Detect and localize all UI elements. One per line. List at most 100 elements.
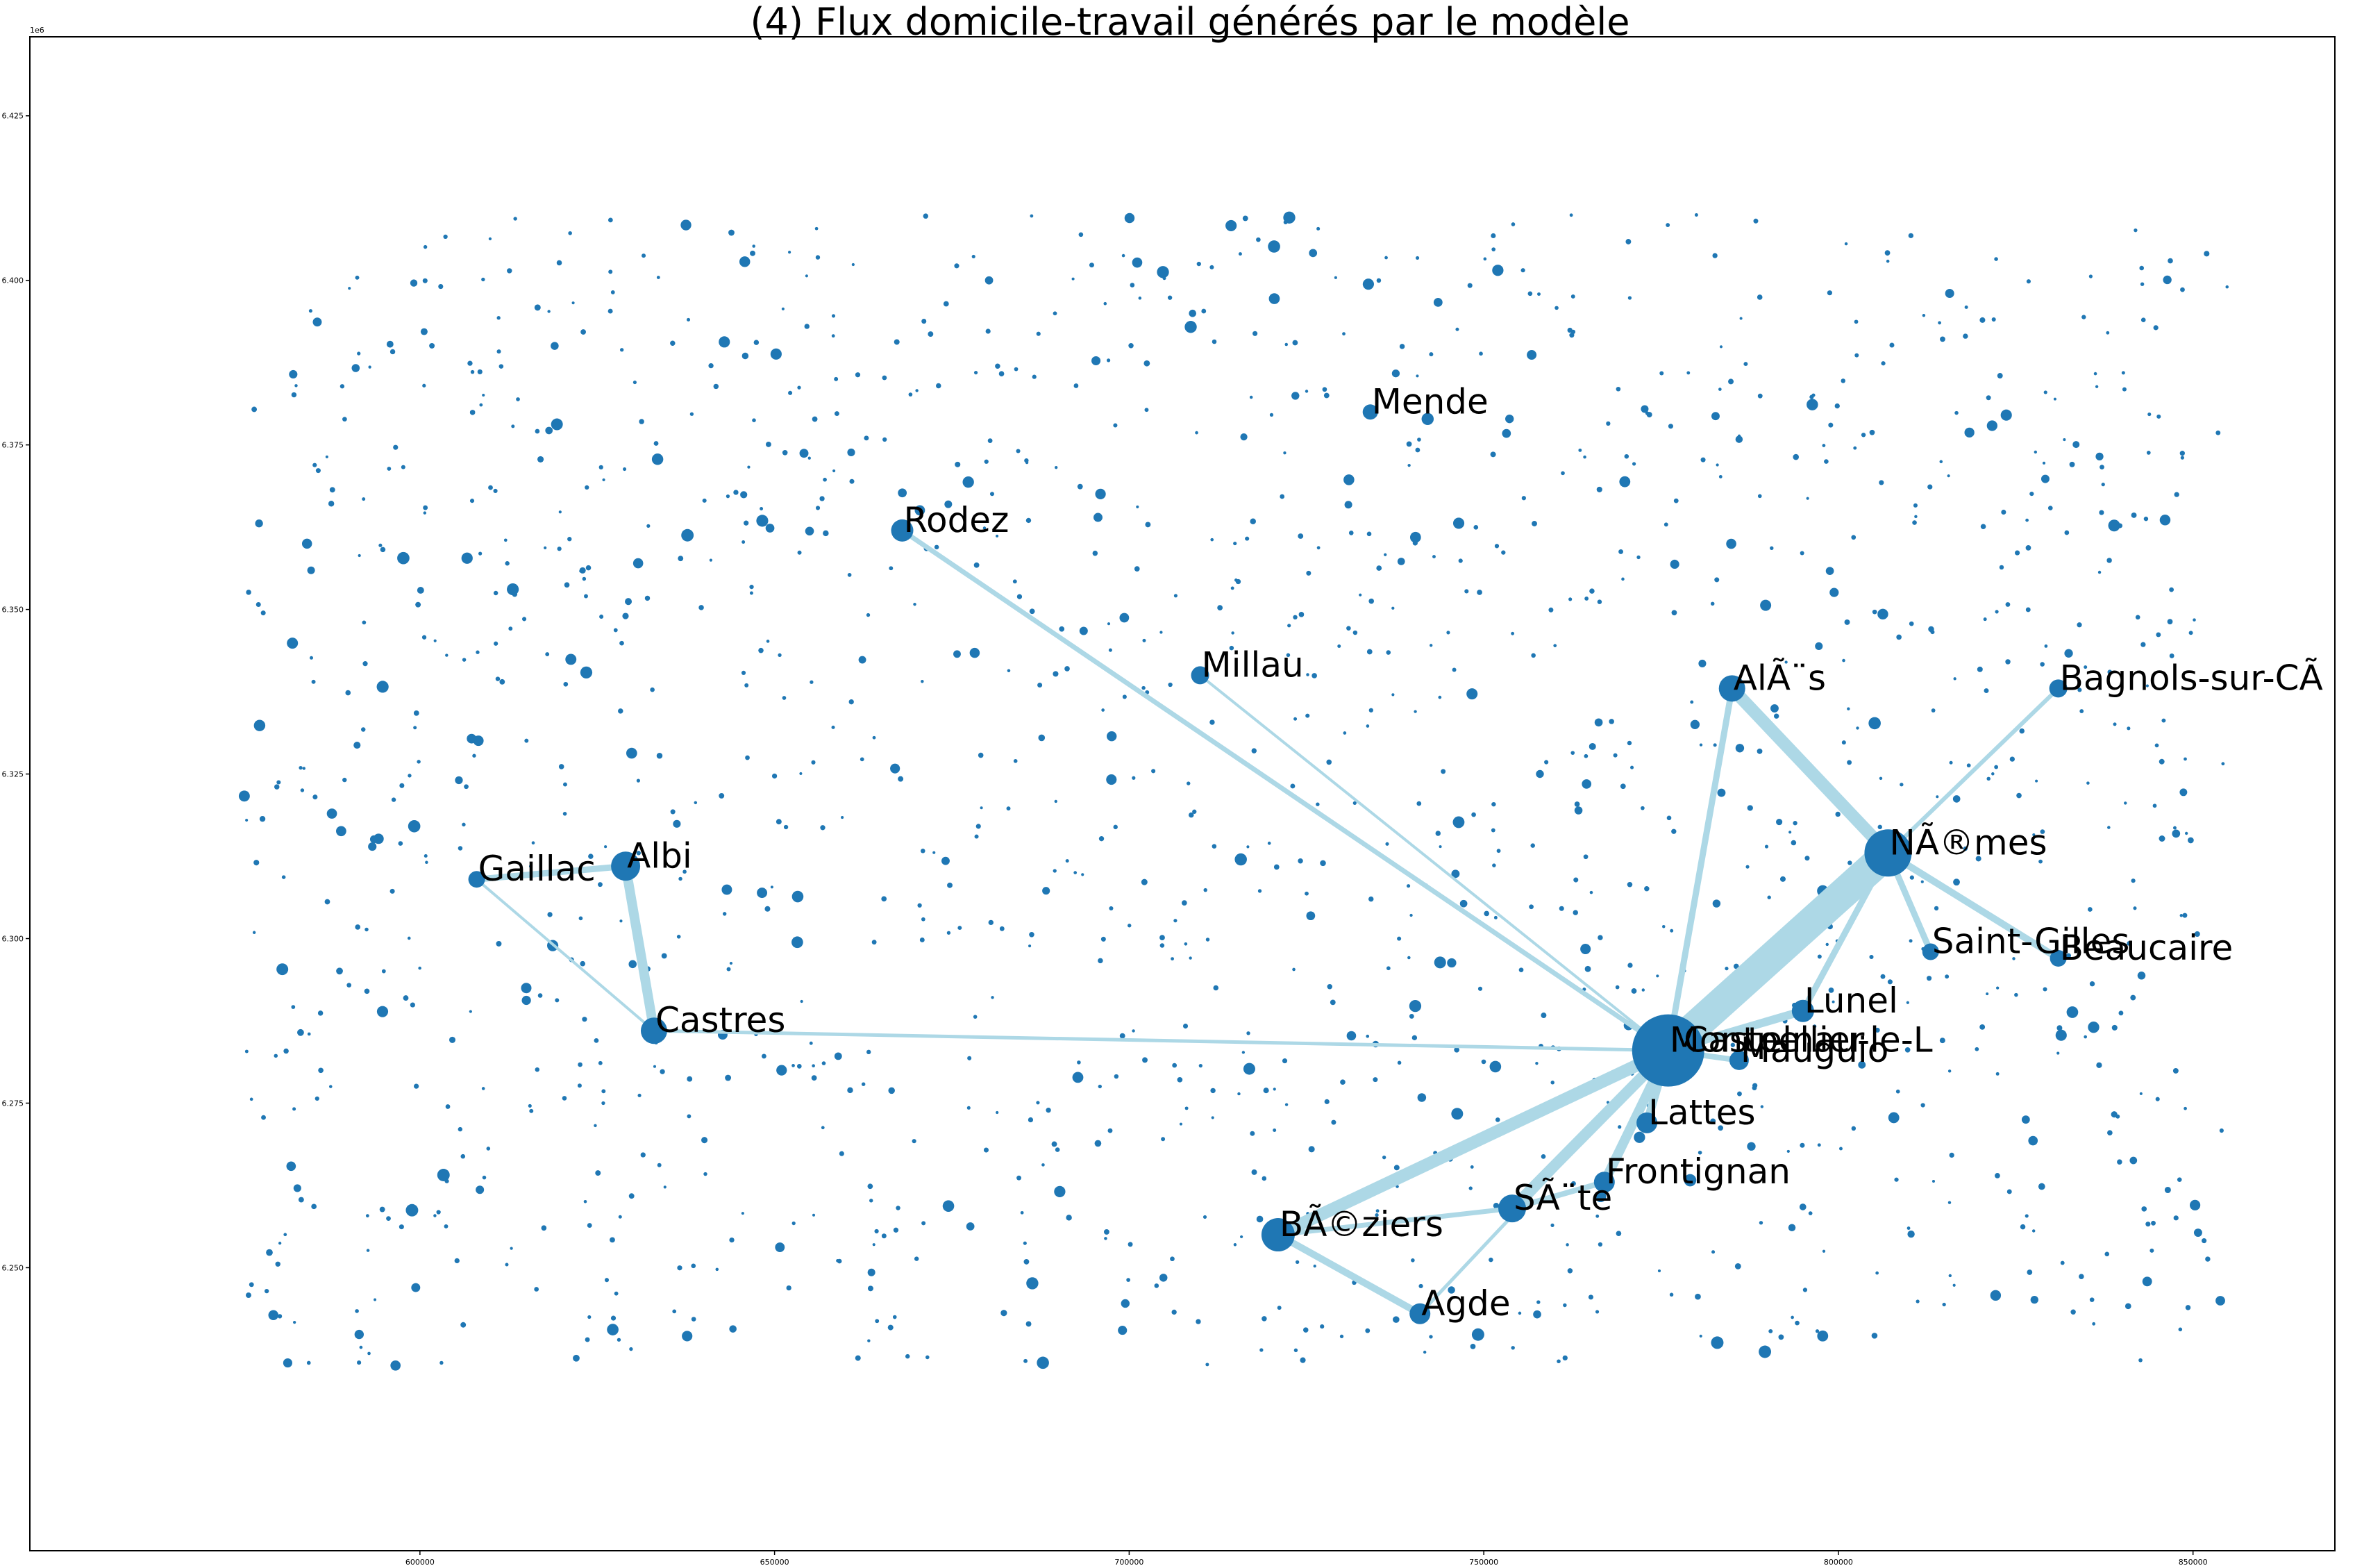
commune-point: [892, 1315, 897, 1319]
commune-point: [2088, 1022, 2100, 1033]
commune-point: [660, 1069, 665, 1074]
commune-point: [1273, 1088, 1276, 1091]
commune-point: [1071, 277, 1075, 281]
commune-point: [1416, 801, 1422, 806]
commune-point: [966, 1222, 975, 1231]
commune-point: [1092, 550, 1098, 556]
commune-point: [1627, 740, 1632, 746]
commune-point: [315, 468, 321, 474]
commune-point: [1621, 577, 1625, 581]
commune-point: [1841, 740, 1846, 745]
commune-point: [555, 998, 560, 1003]
commune-point: [436, 1210, 441, 1215]
commune-point: [1598, 1242, 1603, 1247]
city-node: [611, 851, 641, 881]
commune-point: [1912, 520, 1917, 525]
commune-point: [1320, 1324, 1325, 1329]
commune-point: [283, 1233, 287, 1237]
commune-point: [1619, 476, 1631, 488]
commune-point: [2182, 913, 2188, 918]
commune-point: [1584, 753, 1589, 758]
commune-point: [1205, 1363, 1209, 1367]
commune-point: [855, 372, 861, 378]
commune-point: [292, 1107, 296, 1111]
commune-point: [1671, 828, 1677, 834]
commune-point: [689, 412, 694, 416]
commune-point: [2111, 1111, 2118, 1118]
commune-point: [1162, 276, 1166, 281]
commune-point: [1283, 211, 1296, 224]
commune-point: [439, 1360, 444, 1365]
commune-point: [1931, 1179, 1935, 1183]
commune-point: [1844, 619, 1850, 625]
y-tick-label: 6.425: [2, 112, 24, 121]
commune-point: [2005, 659, 2011, 665]
commune-point: [1337, 644, 1341, 648]
commune-point: [1743, 362, 1748, 367]
commune-point: [1184, 1106, 1189, 1110]
commune-point: [1656, 974, 1659, 978]
commune-point: [1470, 1344, 1476, 1349]
commune-point: [1114, 1074, 1119, 1079]
commune-point: [1098, 1084, 1102, 1089]
commune-point: [1240, 1235, 1243, 1239]
commune-point: [1316, 226, 1321, 231]
commune-point: [386, 340, 394, 348]
commune-point: [698, 605, 704, 610]
commune-point: [1745, 865, 1750, 869]
commune-point: [1725, 967, 1729, 971]
commune-point: [2084, 665, 2088, 669]
commune-point: [1606, 421, 1611, 426]
flow-edge: [1198, 674, 1670, 1052]
commune-point: [449, 1036, 456, 1043]
commune-point: [607, 217, 613, 223]
commune-point: [1173, 919, 1178, 923]
commune-point: [1386, 650, 1391, 655]
commune-point: [678, 556, 684, 562]
commune-point: [637, 1093, 642, 1097]
commune-point: [307, 566, 315, 574]
commune-point: [544, 546, 547, 549]
commune-point: [776, 1065, 787, 1076]
commune-point: [578, 1062, 583, 1067]
commune-point: [2146, 451, 2151, 455]
commune-point: [812, 1064, 815, 1068]
commune-point: [598, 1060, 603, 1065]
commune-point: [1991, 772, 1995, 776]
commune-point: [1808, 1211, 1813, 1215]
commune-point: [811, 760, 816, 765]
commune-point: [1108, 648, 1112, 652]
commune-point: [1330, 999, 1336, 1006]
commune-point: [1495, 1117, 1500, 1122]
commune-point: [1283, 451, 1287, 455]
commune-point: [1291, 392, 1300, 400]
commune-point: [1595, 1214, 1600, 1218]
city-node: [1718, 675, 1745, 702]
commune-point: [815, 506, 821, 510]
commune-point: [1109, 906, 1114, 911]
commune-point: [1570, 1181, 1576, 1186]
commune-point: [1298, 533, 1304, 539]
commune-point: [1904, 1047, 1911, 1053]
commune-point: [1138, 297, 1142, 300]
commune-point: [1881, 361, 1886, 366]
commune-point: [594, 1038, 599, 1043]
commune-point: [293, 1321, 296, 1324]
commune-point: [1841, 378, 1845, 383]
commune-point: [342, 777, 347, 783]
city-label: Gaillac: [478, 849, 596, 889]
commune-point: [1759, 1221, 1763, 1225]
commune-point: [1157, 266, 1169, 278]
commune-point: [1473, 525, 1479, 530]
commune-point: [2184, 757, 2187, 761]
commune-point: [1641, 405, 1649, 413]
commune-point: [1664, 522, 1668, 527]
commune-point: [771, 773, 778, 779]
commune-point: [2014, 550, 2020, 556]
commune-point: [2133, 906, 2137, 910]
commune-point: [861, 1082, 866, 1086]
commune-point: [505, 1263, 509, 1267]
commune-point: [766, 640, 770, 643]
commune-point: [764, 906, 771, 912]
commune-point: [967, 1056, 972, 1060]
